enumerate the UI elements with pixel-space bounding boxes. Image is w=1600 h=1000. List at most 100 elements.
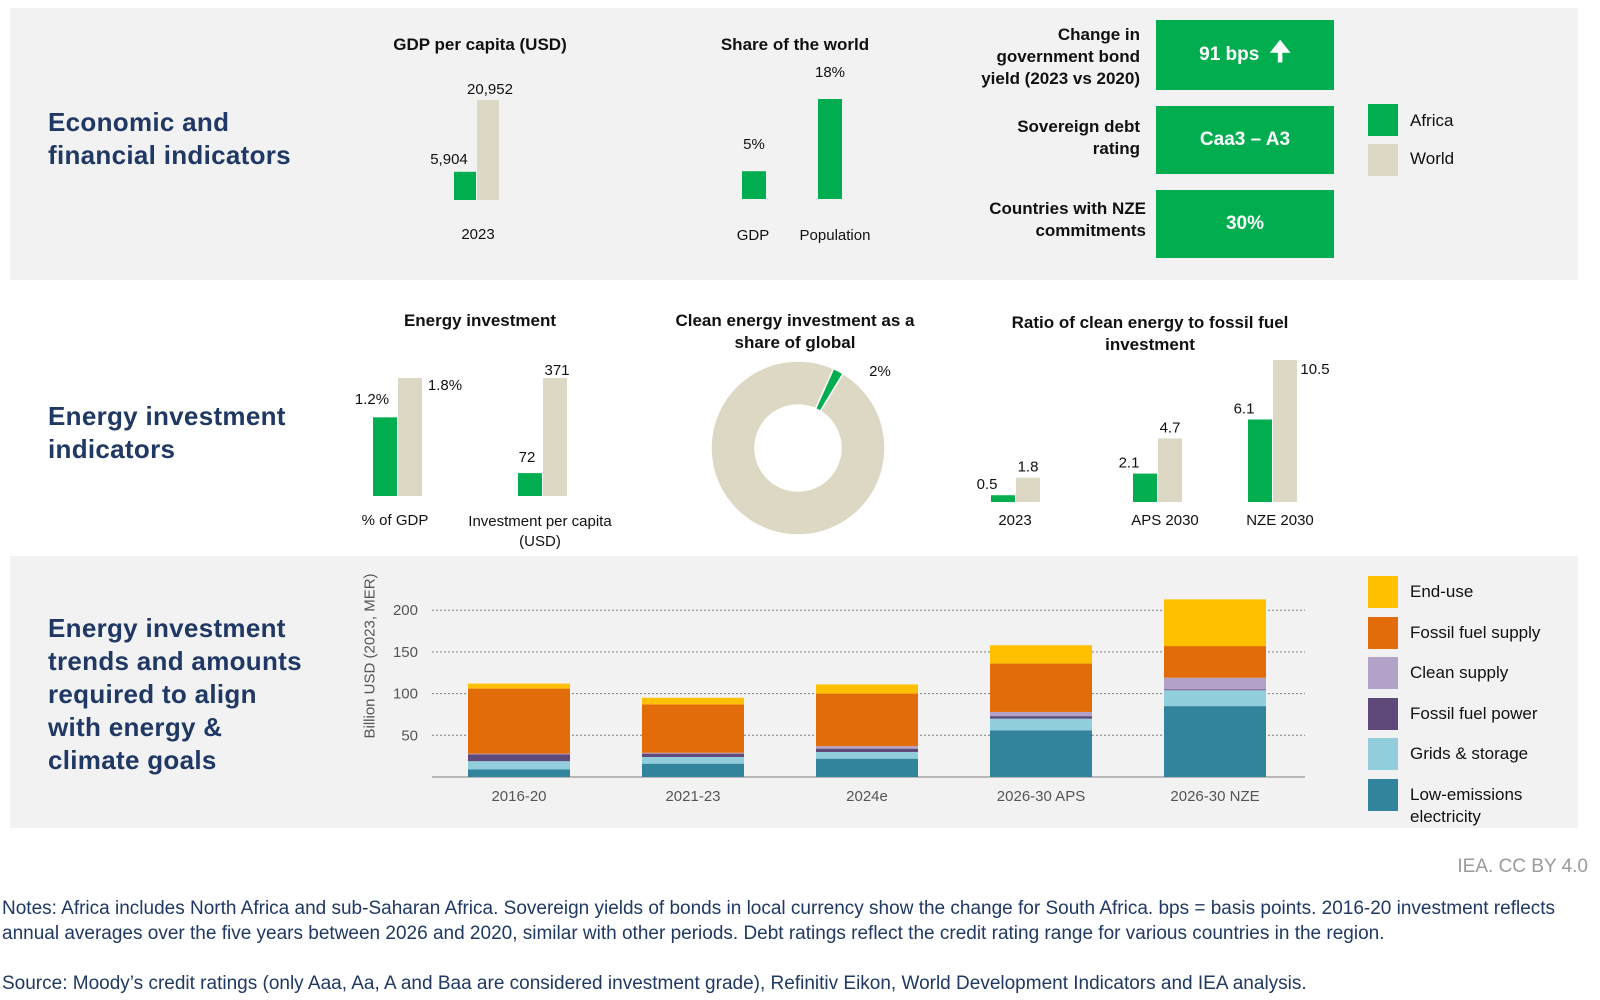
bar-ratio-world-1 [1158,438,1182,502]
label-donut-africa: 2% [869,363,891,380]
legend-swatch-world [1368,144,1398,176]
debt-rating-box: Caa3 – A3 [1156,106,1334,174]
chart-title-share: Share of the world [720,35,870,54]
stack-legend-label-5: Low-emissions electricity [1410,784,1523,826]
bar-gdp-africa [454,171,476,200]
stack-4-3 [1164,677,1266,690]
label-share-0: 5% [743,136,765,153]
notes-text: Notes: Africa includes North Africa and … [2,898,1556,944]
tick-label-share-gdp: GDP [736,227,770,244]
stack-legend-label-4: Grids & storage [1410,744,1529,763]
stack-0-0 [468,769,570,777]
stack-1-1 [642,756,744,764]
stack-3-1 [990,718,1092,731]
debt-rating-value: Caa3 – A3 [1199,129,1291,150]
label-ratio-world-1: 4.7 [1160,419,1181,436]
stack-legend-swatch-5 [1368,778,1398,811]
ytick-100: 100 [393,686,418,703]
tick-label-share-population: Population [799,227,871,244]
ytick-200: 200 [393,602,418,619]
chart-title-gdp-per-capita: GDP per capita (USD) [393,35,567,54]
label-ratio-africa-1: 2.1 [1119,455,1140,472]
label-ratio-world-0: 1.8 [1018,459,1039,476]
bond-yield-value: 91 bps [1199,44,1260,65]
stack-legend-swatch-2 [1368,657,1398,689]
xtick-4: 2026-30 NZE [1170,788,1259,805]
stack-0-1 [468,761,570,770]
stack-0-4 [468,688,570,754]
credit-text: IEA. CC BY 4.0 [1457,856,1588,877]
stack-legend-label-2: Clean supply [1410,663,1509,682]
bar-inv-africa-0 [373,417,397,496]
xtick-3: 2026-30 APS [997,788,1085,805]
legend-swatch-africa [1368,104,1398,136]
stack-0-2 [468,754,570,762]
stack-legend-swatch-1 [1368,616,1398,649]
stack-legend-label-1: Fossil fuel supply [1410,622,1541,642]
stack-3-0 [990,730,1092,777]
stack-1-3 [642,752,744,754]
stack-2-5 [816,684,918,694]
section-title-energy: Energy investment indicators [48,401,286,464]
tick-label-investment-per-capita: Investment per capita (USD) [468,513,612,550]
stack-legend-swatch-0 [1368,576,1398,608]
trends-panel [10,556,1578,828]
bar-ratio-africa-2 [1248,419,1272,502]
label-gdp-africa: 5,904 [430,151,468,168]
bar-inv-world-1 [543,378,567,496]
nze-box: 30% [1156,190,1334,258]
stack-3-5 [990,645,1092,664]
y-axis-label: Billion USD (2023, MER) [361,573,379,739]
stack-2-2 [816,748,918,752]
bar-ratio-world-0 [1016,477,1040,502]
source-text: Source: Moody’s credit ratings (only Aaa… [2,973,1307,994]
chart-title-ratio: Ratio of clean energy to fossil fuel inv… [1011,313,1289,354]
chart-title-clean-share: Clean energy investment as a share of gl… [675,311,915,352]
label-inv-africa-0: 1.2% [355,391,389,408]
label-share-1: 18% [815,64,845,81]
stack-legend-label-3: Fossil fuel power [1410,703,1538,723]
tick-label-ratio-2023: 2023 [998,512,1032,529]
tick-label-pct-gdp: % of GDP [361,512,429,529]
xtick-1: 2021-23 [665,788,720,805]
label-ratio-world-2: 10.5 [1300,361,1329,378]
stack-legend-swatch-4 [1368,738,1398,770]
stack-1-0 [642,763,744,777]
tick-label-ratio-nze: NZE 2030 [1246,512,1314,529]
stack-4-5 [1164,599,1266,647]
bar-inv-world-0 [398,378,422,496]
bar-ratio-world-2 [1273,360,1297,502]
stack-4-2 [1164,689,1266,691]
stack-2-3 [816,746,918,749]
label-inv-africa-1: 72 [519,449,536,466]
bar-inv-africa-1 [518,473,542,496]
arrow-up-icon: 🠉 [1269,36,1291,66]
tick-label-gdp-2023: 2023 [461,226,495,243]
legend-label-world: World [1410,149,1455,168]
donut-slice-1 [710,360,886,536]
stack-0-3 [468,753,570,755]
stack-1-2 [642,753,744,757]
stack-3-4 [990,663,1092,712]
stack-legend-label-0: End-use [1410,582,1474,601]
bar-share-0 [742,171,766,199]
chart-title-energy-investment: Energy investment [403,311,557,330]
label-inv-world-0: 1.8% [428,377,462,394]
label-gdp-world: 20,952 [467,81,513,98]
bar-gdp-world [477,100,499,200]
label-ratio-africa-2: 6.1 [1234,401,1255,418]
stack-legend-swatch-3 [1368,697,1398,730]
section-title-trends: Energy investment trends and amounts req… [48,613,302,775]
xtick-0: 2016-20 [491,788,546,805]
bar-ratio-africa-1 [1133,473,1157,502]
nze-value: 30% [1225,213,1265,234]
bond-yield-box: 91 bps 🠉 [1156,20,1334,90]
tick-label-ratio-aps: APS 2030 [1131,512,1199,529]
stack-4-1 [1164,690,1266,707]
stack-2-0 [816,758,918,777]
bond-yield-label: Change in government bond yield (2023 vs… [981,25,1140,88]
nze-label: Countries with NZE commitments [989,199,1146,240]
legend-label-africa: Africa [1410,111,1454,130]
stack-3-3 [990,711,1092,717]
